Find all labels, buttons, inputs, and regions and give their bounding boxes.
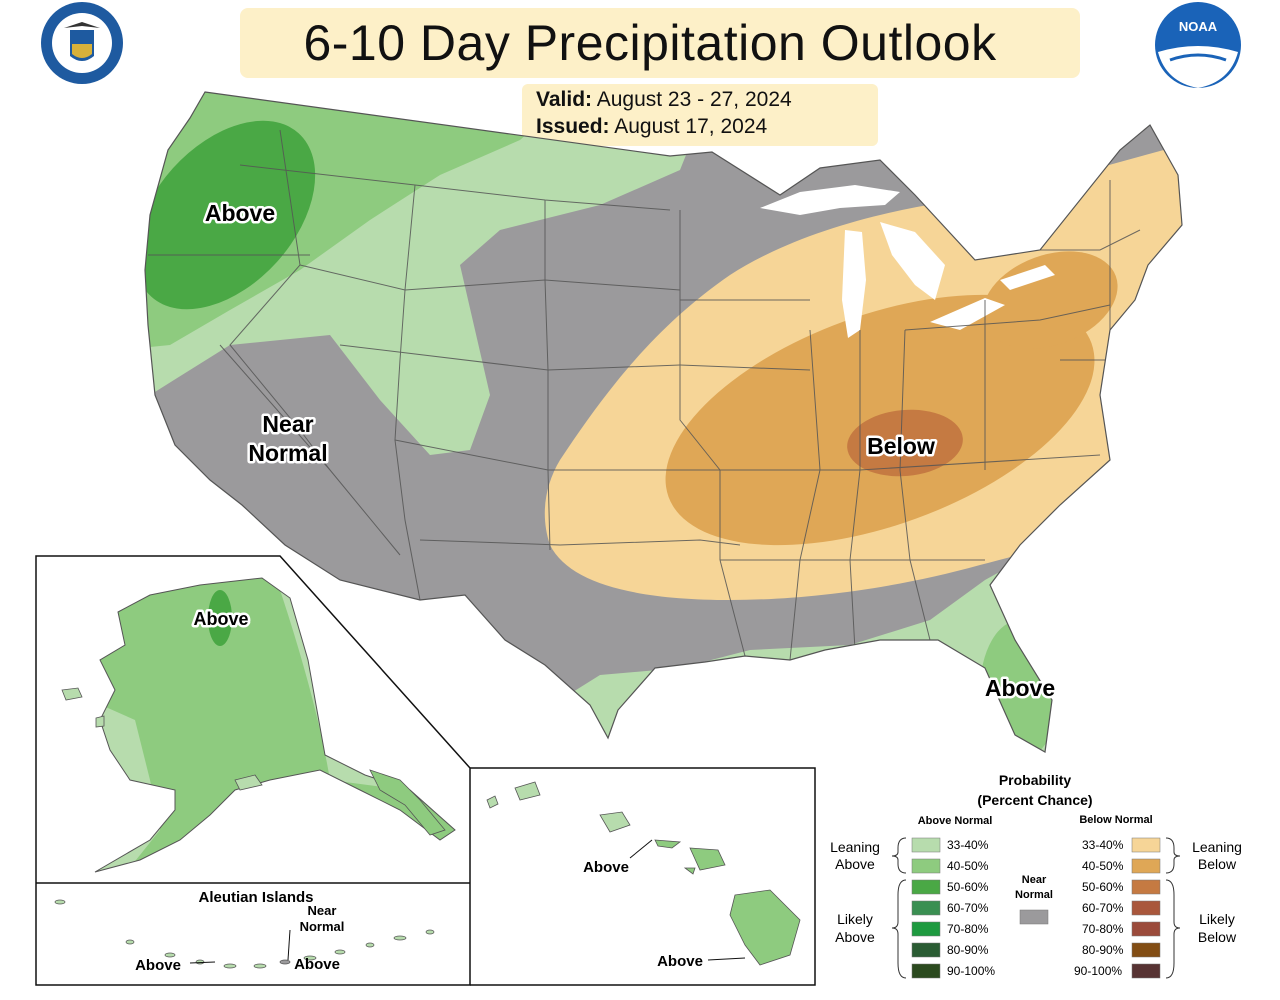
label-hawaii-south-above: Above [657, 953, 703, 970]
map-title: 6-10 Day Precipitation Outlook [303, 15, 997, 71]
issued-line: Issued: August 17, 2024 [536, 115, 767, 139]
hawaii-map: Above Above [486, 781, 801, 970]
label-west-normal: Normal [248, 440, 327, 466]
state-boundaries [148, 129, 1141, 661]
legend-above-range-4: 60-70% [947, 901, 989, 915]
area-ak-above-50-60 [208, 590, 232, 646]
legend-below-swatches [1131, 837, 1161, 979]
alaska-map: Above [61, 577, 456, 873]
legend-above-header: Above Normal [918, 815, 993, 827]
area-above-50-60-nw [145, 120, 316, 310]
legend-title-line2: (Percent Chance) [977, 792, 1092, 808]
valid-value: August 23 - 27, 2024 [596, 88, 792, 111]
legend-below-range-7: 90-100% [1074, 964, 1122, 978]
legend-below-range-1: 33-40% [1082, 838, 1124, 852]
legend-below-range-6: 80-90% [1082, 943, 1124, 957]
legend-below-range-4: 60-70% [1082, 901, 1124, 915]
valid-line: Valid: August 23 - 27, 2024 [536, 88, 792, 112]
label-west-near: Near [262, 411, 313, 437]
issued-value: August 17, 2024 [614, 115, 768, 138]
label-hawaii-north-above: Above [583, 859, 629, 876]
lake-superior [760, 185, 900, 215]
legend-below-range-2: 40-50% [1082, 859, 1124, 873]
legend-above-range-1: 33-40% [947, 838, 989, 852]
legend-leaning-above-2: Above [835, 856, 875, 872]
legend-above-swatches [911, 837, 941, 979]
legend-likely-above-2: Above [835, 929, 875, 945]
legend-likely-below-1: Likely [1199, 911, 1235, 927]
issued-label: Issued: [536, 115, 610, 138]
legend-leaning-below-1: Leaning [1192, 839, 1242, 855]
lake-huron [880, 222, 945, 300]
title-banner: 6-10 Day Precipitation Outlook [240, 8, 1080, 78]
label-aleutian-above-west: Above [135, 957, 181, 974]
legend-above-range-7: 90-100% [947, 964, 995, 978]
legend-near-normal-swatch [1019, 909, 1049, 925]
legend-likely-below-2: Below [1198, 929, 1237, 945]
legend-likely-above-1: Likely [837, 911, 873, 927]
lake-michigan [842, 230, 866, 338]
legend-near-header-1: Near [1022, 874, 1047, 886]
legend-leaning-below-2: Below [1198, 856, 1237, 872]
label-aleutian-above-east: Above [294, 956, 340, 973]
label-aleutian-near: Near [308, 903, 337, 918]
commerce-seal-icon [41, 2, 123, 84]
aleutian-map: Aleutian Islands Near Normal Above Above [54, 889, 435, 974]
legend-leaning-above-1: Leaning [830, 839, 880, 855]
alaska-islands [61, 687, 446, 836]
legend-above-range-5: 70-80% [947, 922, 989, 936]
legend-above-range-3: 50-60% [947, 880, 989, 894]
area-below-50-60 [847, 409, 963, 477]
legend-above-range-2: 40-50% [947, 859, 989, 873]
label-ohio-below: Below [867, 433, 935, 459]
label-aleutian-normal: Normal [300, 919, 345, 934]
legend-below-range-5: 70-80% [1082, 922, 1124, 936]
noaa-logo-icon: NOAA [1155, 2, 1241, 88]
inset-frames [35, 555, 816, 986]
legend-below-range-3: 50-60% [1082, 880, 1124, 894]
label-northwest-above: Above [205, 200, 275, 226]
conus-map: Above Near Normal Below Above [144, 91, 1183, 753]
legend-below-header: Below Normal [1079, 814, 1152, 826]
lake-ontario [1000, 265, 1055, 290]
lake-erie [930, 298, 1005, 330]
aleutian-title: Aleutian Islands [198, 889, 313, 906]
legend-title-line1: Probability [999, 772, 1072, 788]
valid-issued-box: Valid: August 23 - 27, 2024 Issued: Augu… [522, 84, 878, 146]
valid-label: Valid: [536, 88, 593, 111]
label-alaska-above: Above [193, 609, 248, 629]
noaa-text: NOAA [1179, 19, 1218, 34]
legend-braces [891, 837, 1181, 979]
legend-near-header-2: Normal [1015, 889, 1053, 901]
legend-above-range-6: 80-90% [947, 943, 989, 957]
legend: Probability (Percent Chance) Above Norma… [830, 772, 1242, 979]
label-florida-above: Above [985, 675, 1055, 701]
